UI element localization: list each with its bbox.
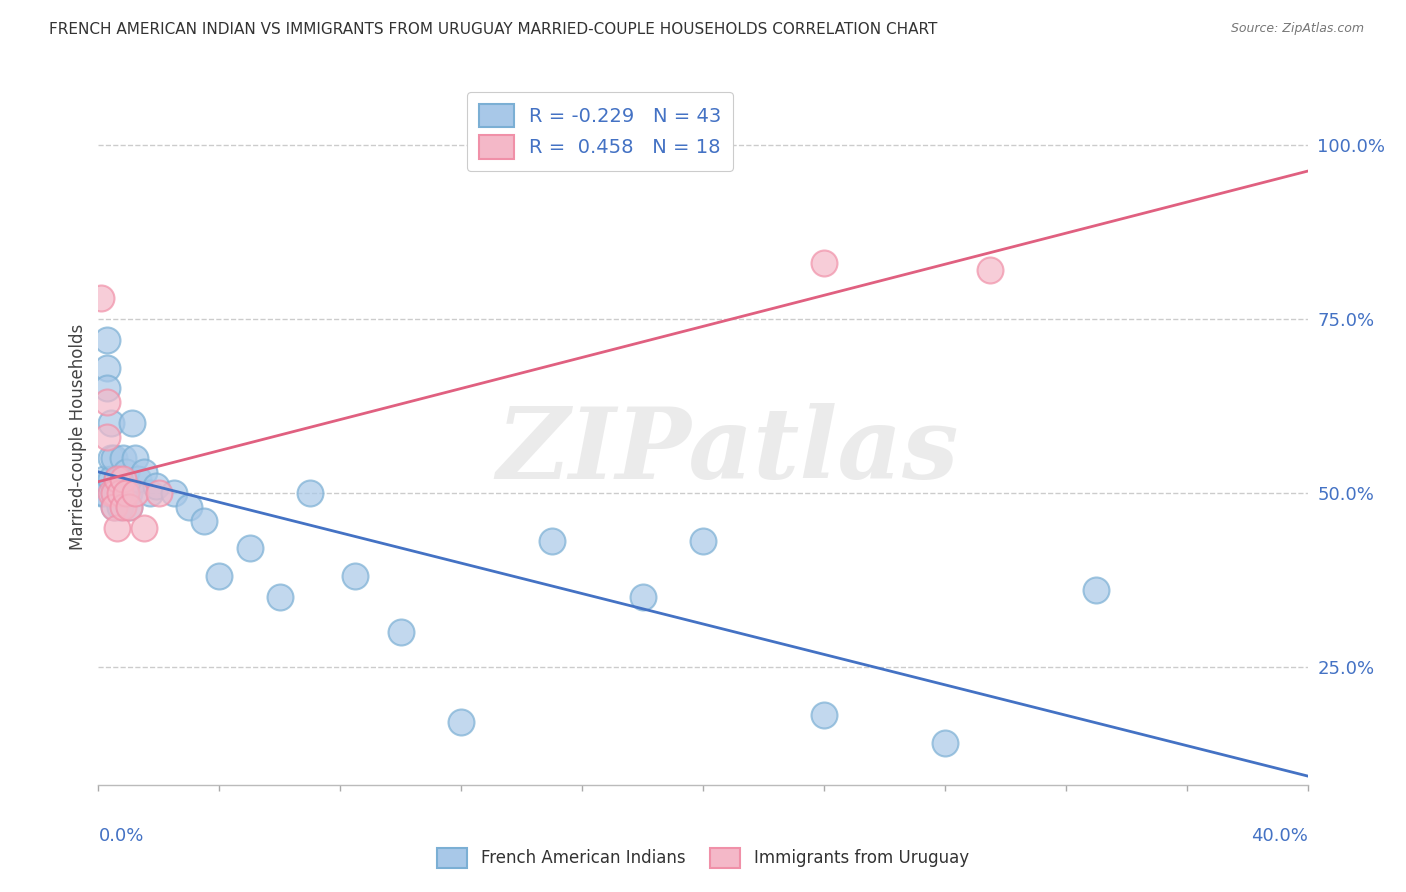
Point	[103, 485, 125, 500]
Point	[979, 263, 1001, 277]
Point	[105, 472, 128, 486]
Point	[103, 450, 125, 465]
Text: 40.0%: 40.0%	[1251, 827, 1308, 845]
Point	[1085, 583, 1108, 598]
Point	[93, 485, 115, 500]
Point	[450, 715, 472, 730]
Point	[111, 500, 134, 514]
Point	[631, 590, 654, 604]
Point	[132, 465, 155, 479]
Point	[145, 479, 167, 493]
Point	[344, 569, 367, 583]
Point	[269, 590, 291, 604]
Point	[96, 430, 118, 444]
Point	[813, 708, 835, 723]
Point	[105, 520, 128, 534]
Point	[105, 485, 128, 500]
Point	[111, 472, 134, 486]
Point	[121, 416, 143, 430]
Point	[124, 485, 146, 500]
Point	[111, 450, 134, 465]
Point	[105, 472, 128, 486]
Point	[132, 520, 155, 534]
Point	[179, 500, 201, 514]
Point	[118, 500, 141, 514]
Point	[148, 485, 170, 500]
Point	[299, 485, 322, 500]
Text: FRENCH AMERICAN INDIAN VS IMMIGRANTS FROM URUGUAY MARRIED-COUPLE HOUSEHOLDS CORR: FRENCH AMERICAN INDIAN VS IMMIGRANTS FRO…	[49, 22, 938, 37]
Point	[100, 450, 122, 465]
Point	[114, 465, 136, 479]
Point	[100, 485, 122, 500]
Point	[813, 256, 835, 270]
Text: Source: ZipAtlas.com: Source: ZipAtlas.com	[1230, 22, 1364, 36]
Point	[540, 534, 562, 549]
Legend: R = -0.229   N = 43, R =  0.458   N = 18: R = -0.229 N = 43, R = 0.458 N = 18	[467, 92, 734, 170]
Point	[96, 360, 118, 375]
Point	[93, 472, 115, 486]
Y-axis label: Married-couple Households: Married-couple Households	[69, 324, 87, 550]
Text: 0.0%: 0.0%	[98, 827, 143, 845]
Point	[108, 500, 131, 514]
Point	[934, 736, 956, 750]
Point	[239, 541, 262, 556]
Point	[100, 472, 122, 486]
Point	[114, 485, 136, 500]
Point	[118, 500, 141, 514]
Point	[96, 395, 118, 409]
Point	[108, 485, 131, 500]
Point	[692, 534, 714, 549]
Point	[193, 514, 215, 528]
Point	[124, 450, 146, 465]
Point	[100, 416, 122, 430]
Text: ZIPatlas: ZIPatlas	[496, 403, 959, 500]
Point	[163, 485, 186, 500]
Point	[208, 569, 231, 583]
Point	[139, 485, 162, 500]
Point	[108, 472, 131, 486]
Point	[127, 472, 149, 486]
Point	[118, 485, 141, 500]
Point	[389, 624, 412, 639]
Point	[103, 500, 125, 514]
Point	[96, 333, 118, 347]
Point	[103, 500, 125, 514]
Legend: French American Indians, Immigrants from Uruguay: French American Indians, Immigrants from…	[430, 841, 976, 875]
Point	[111, 485, 134, 500]
Point	[103, 485, 125, 500]
Point	[96, 381, 118, 395]
Point	[90, 485, 112, 500]
Point	[90, 291, 112, 305]
